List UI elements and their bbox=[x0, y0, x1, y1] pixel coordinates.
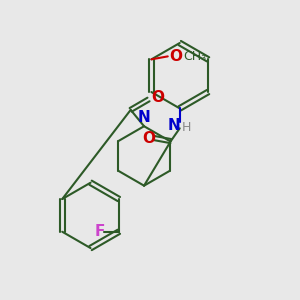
Text: CH₃: CH₃ bbox=[183, 50, 206, 63]
Text: N: N bbox=[168, 118, 181, 133]
Text: N: N bbox=[138, 110, 150, 125]
Text: F: F bbox=[94, 224, 105, 239]
Text: O: O bbox=[142, 130, 156, 146]
Text: O: O bbox=[169, 49, 182, 64]
Text: O: O bbox=[152, 91, 164, 106]
Text: H: H bbox=[182, 121, 191, 134]
